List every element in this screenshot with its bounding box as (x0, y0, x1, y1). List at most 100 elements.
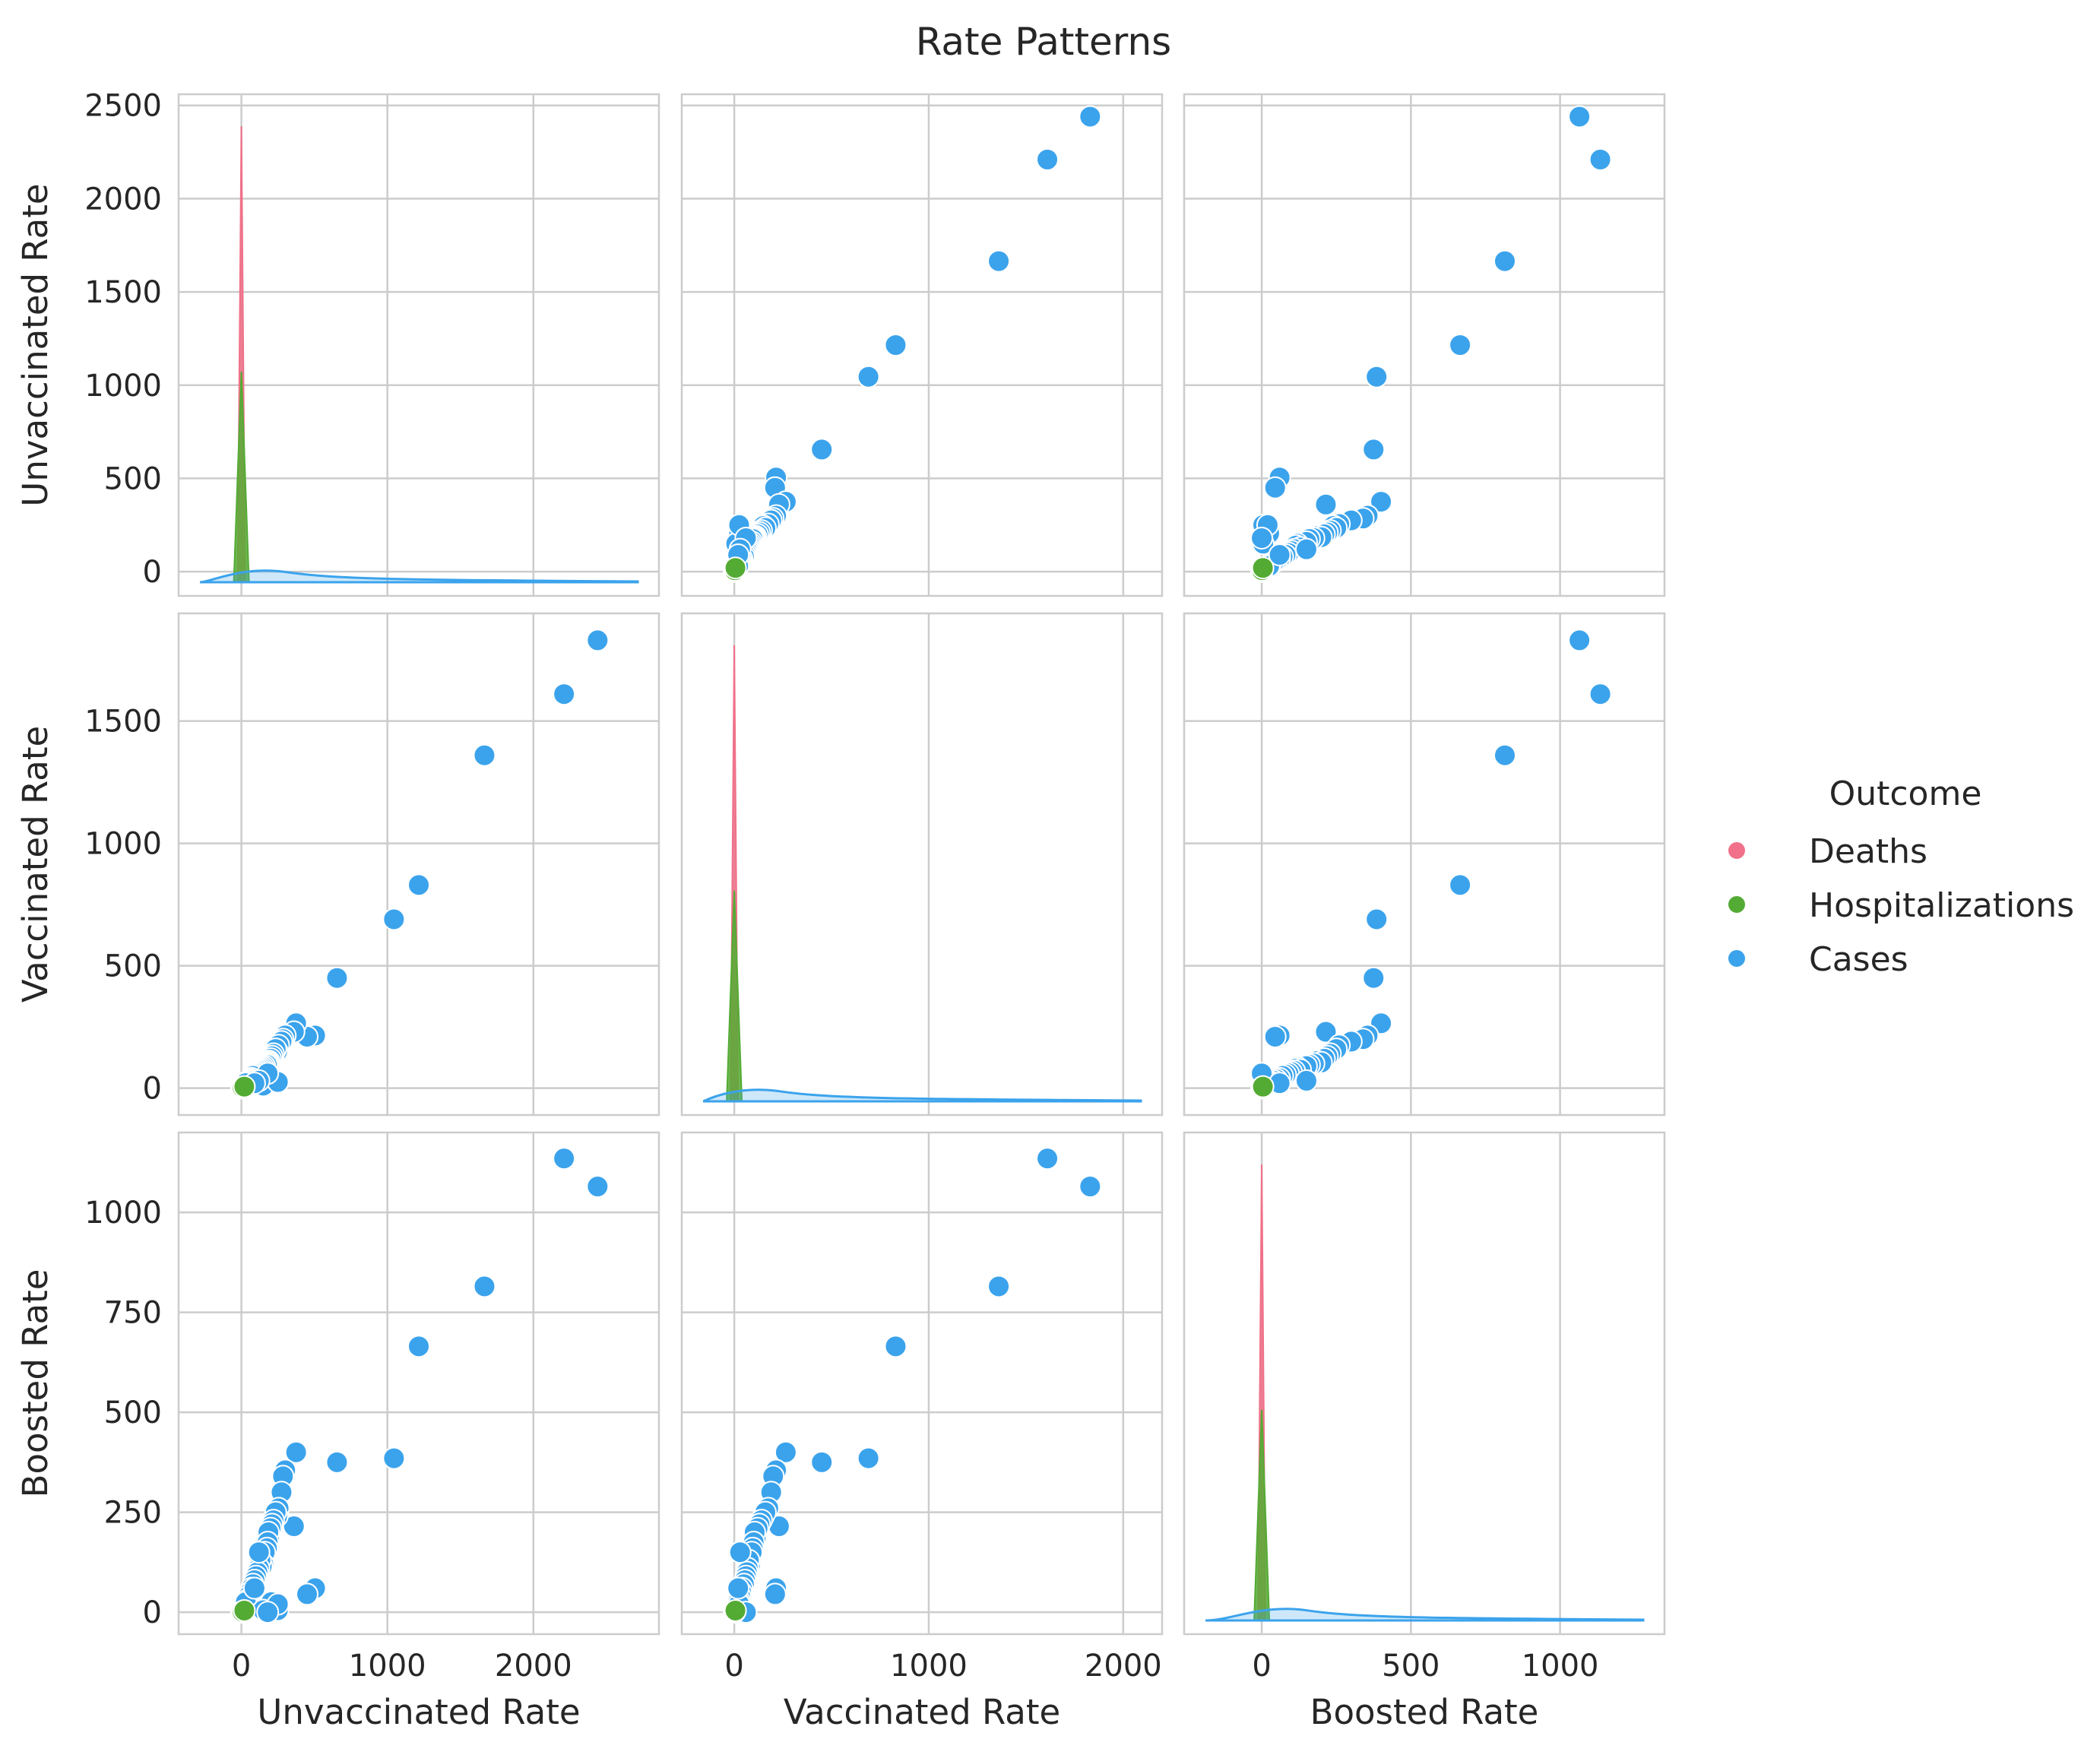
point-cases (857, 1446, 880, 1470)
y-tick-label: 1000 (84, 369, 162, 404)
point-cases (1036, 1147, 1060, 1171)
x-tick-label: 1000 (349, 1649, 426, 1684)
point-cases (763, 1582, 787, 1606)
point-cases (987, 249, 1011, 273)
y-tick-label: 2000 (84, 182, 162, 217)
point-cases (282, 1515, 306, 1538)
point-cases (1079, 1174, 1102, 1198)
point-hospitalizations (1251, 556, 1275, 580)
point-cases (284, 1440, 308, 1464)
point-cases (1362, 438, 1386, 461)
point-cases (1449, 873, 1472, 897)
point-cases (1314, 1020, 1338, 1044)
y-tick-label: 250 (104, 1496, 162, 1531)
y-tick-label: 500 (104, 1395, 162, 1430)
legend-label-hospitalizations: Hospitalizations (1809, 886, 2074, 925)
point-cases (296, 1582, 319, 1606)
point-cases (1263, 476, 1287, 499)
panel-vaccinated-rate-vs-unvaccinated-rate: 0 500 1000 1500 Vaccinated Rate (15, 612, 660, 1117)
point-cases (1250, 526, 1274, 550)
point-cases (1365, 365, 1389, 388)
point-cases (256, 1601, 280, 1624)
legend-marker-cases (1727, 949, 1747, 968)
x-tick-label: 2000 (1085, 1649, 1162, 1684)
point-cases (1079, 105, 1102, 128)
point-cases (242, 1576, 266, 1600)
point-cases (382, 1446, 406, 1470)
y-tick-label: 0 (143, 1595, 162, 1630)
legend-label-deaths: Deaths (1809, 832, 1927, 871)
panel-unvaccinated-rate-vs-vaccinated-rate (680, 93, 1164, 597)
panel-frame (1183, 612, 1666, 1117)
point-cases (1568, 629, 1592, 652)
panel-unvaccinated-rate-vs-unvaccinated-rate: 0 500 1000 1500 2000 2500 Unvaccinated Rate (15, 89, 660, 597)
panel-frame (177, 1131, 660, 1636)
panel-frame (177, 612, 660, 1117)
point-cases (325, 966, 349, 990)
legend-entry-deaths: Deaths (1727, 832, 1927, 871)
point-cases (1588, 147, 1612, 171)
panel-boosted-rate-vs-boosted-rate: 0 500 1000 Boosted Rate (1183, 1131, 1666, 1732)
legend-entry-hospitalizations: Hospitalizations (1727, 886, 2074, 925)
kde-cases (199, 569, 639, 584)
point-cases (728, 1541, 752, 1564)
point-cases (774, 1440, 797, 1464)
point-hospitalizations (724, 556, 747, 580)
y-tick-label: 1500 (84, 275, 162, 310)
y-tick-label: 2500 (84, 89, 162, 124)
point-cases (857, 365, 880, 388)
point-hospitalizations (724, 1598, 747, 1622)
panel-unvaccinated-rate-vs-boosted-rate (1183, 93, 1666, 597)
point-cases (1263, 1025, 1287, 1048)
x-tick-label: 1000 (1522, 1649, 1599, 1684)
point-hospitalizations (233, 1598, 256, 1622)
point-cases (1294, 537, 1318, 561)
x-axis-label: Vaccinated Rate (784, 1692, 1060, 1732)
point-cases (884, 334, 907, 356)
x-tick-label: 0 (1252, 1649, 1271, 1684)
point-cases (987, 1275, 1011, 1298)
point-cases (1568, 105, 1592, 128)
point-hospitalizations (233, 1075, 256, 1098)
x-tick-label: 500 (1382, 1649, 1440, 1684)
panel-frame (177, 93, 660, 597)
legend-marker-deaths (1727, 841, 1747, 860)
legend: Outcome Deaths Hospitalizations Cases (1727, 775, 2074, 979)
point-cases (884, 1335, 907, 1358)
kde-hospitalizations (726, 890, 743, 1102)
x-tick-label: 0 (724, 1649, 743, 1684)
panel-vaccinated-rate-vs-boosted-rate (1183, 612, 1666, 1117)
panel-frame (680, 93, 1164, 597)
panel-vaccinated-rate-vs-vaccinated-rate (680, 612, 1164, 1117)
point-cases (1362, 966, 1386, 990)
point-cases (407, 873, 430, 897)
point-cases (810, 438, 834, 461)
point-cases (1268, 543, 1291, 567)
point-cases (1314, 493, 1338, 516)
point-cases (586, 1174, 610, 1198)
kde-cases (702, 1088, 1142, 1103)
legend-entry-cases: Cases (1727, 940, 1908, 979)
x-axis-label: Unvaccinated Rate (257, 1692, 580, 1732)
y-tick-label: 1000 (84, 1196, 162, 1231)
point-cases (1588, 683, 1612, 706)
point-cases (727, 1576, 750, 1600)
y-axis-label: Boosted Rate (15, 1269, 55, 1498)
kde-cases (1205, 1608, 1645, 1622)
chart-title: Rate Patterns (916, 20, 1171, 64)
point-cases (247, 1541, 271, 1564)
x-tick-label: 2000 (495, 1649, 572, 1684)
legend-title: Outcome (1829, 775, 1982, 813)
legend-label-cases: Cases (1809, 940, 1908, 979)
point-cases (1493, 249, 1516, 273)
point-cases (382, 908, 406, 931)
point-cases (407, 1335, 430, 1358)
x-axis-label: Boosted Rate (1310, 1692, 1539, 1732)
y-tick-label: 1500 (84, 705, 162, 740)
y-tick-label: 500 (104, 461, 162, 496)
point-cases (553, 683, 576, 706)
y-tick-label: 0 (143, 555, 162, 590)
panel-boosted-rate-vs-unvaccinated-rate: 0 250 500 750 1000 Boosted Rate 0 1000 2000 Unvac… (15, 1131, 660, 1732)
